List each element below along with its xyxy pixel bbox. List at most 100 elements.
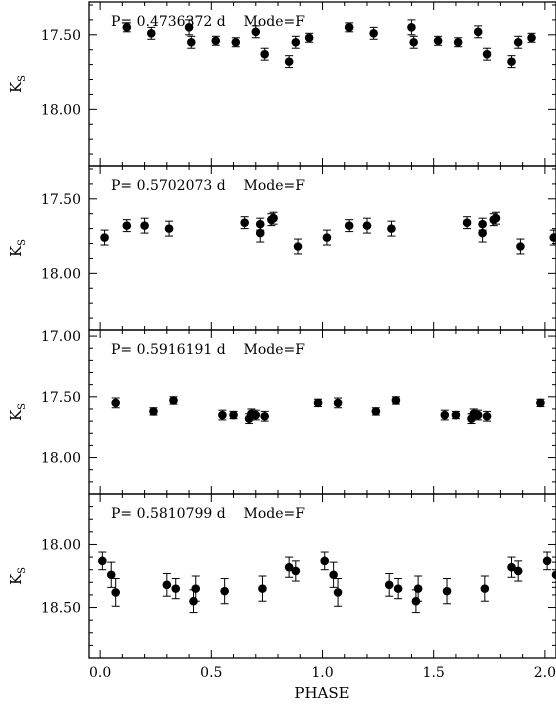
data-marker bbox=[169, 396, 178, 405]
data-marker bbox=[387, 224, 396, 233]
data-marker bbox=[507, 57, 516, 66]
data-marker bbox=[255, 219, 265, 229]
data-marker bbox=[260, 411, 269, 421]
data-marker bbox=[473, 410, 483, 420]
data-point bbox=[186, 35, 196, 49]
data-point bbox=[162, 572, 172, 597]
y-tick-label: 17.50 bbox=[41, 28, 81, 44]
data-marker bbox=[507, 562, 516, 572]
data-point bbox=[362, 217, 372, 234]
panel-2: 17.50 18.00 KS P= 0.5702073 d Mode=F bbox=[7, 165, 556, 331]
data-point bbox=[462, 216, 472, 230]
data-point bbox=[260, 47, 269, 61]
data-point bbox=[220, 578, 229, 605]
y-tick-label: 18.00 bbox=[41, 266, 81, 282]
data-marker bbox=[440, 410, 450, 420]
data-marker bbox=[322, 233, 332, 242]
data-point bbox=[191, 575, 201, 602]
data-marker bbox=[333, 398, 343, 408]
data-marker bbox=[371, 407, 381, 416]
data-marker bbox=[251, 410, 261, 420]
data-marker bbox=[171, 584, 181, 593]
data-point bbox=[473, 25, 483, 39]
data-marker bbox=[453, 37, 463, 47]
data-marker bbox=[527, 33, 536, 43]
data-point bbox=[551, 561, 556, 588]
data-point bbox=[122, 22, 132, 33]
data-marker bbox=[220, 586, 229, 596]
y-tick-label: 18.50 bbox=[41, 601, 81, 617]
data-marker bbox=[542, 556, 552, 566]
data-marker bbox=[229, 410, 238, 420]
data-point bbox=[169, 396, 178, 405]
data-marker bbox=[98, 556, 107, 566]
data-point bbox=[451, 410, 461, 420]
data-point bbox=[413, 575, 423, 602]
data-marker bbox=[344, 23, 354, 32]
data-marker bbox=[149, 407, 158, 416]
data-point bbox=[453, 37, 463, 48]
data-marker bbox=[407, 23, 416, 32]
data-marker bbox=[140, 221, 149, 230]
data-marker bbox=[258, 584, 267, 593]
data-point bbox=[344, 22, 354, 33]
data-point bbox=[291, 560, 301, 582]
data-marker bbox=[240, 218, 249, 227]
y-tick-label: 18.00 bbox=[41, 537, 81, 553]
y-axis-label: KS bbox=[7, 567, 28, 585]
data-marker bbox=[164, 224, 174, 233]
data-point bbox=[322, 229, 332, 246]
data-marker bbox=[369, 29, 378, 38]
data-marker bbox=[409, 37, 418, 47]
data-marker bbox=[184, 23, 194, 32]
data-marker bbox=[480, 584, 490, 593]
data-marker bbox=[284, 562, 294, 572]
y-tick-label: 17.50 bbox=[41, 192, 81, 208]
y-axis-label: KS bbox=[7, 239, 28, 257]
data-point bbox=[313, 398, 323, 408]
data-marker bbox=[478, 219, 487, 229]
data-point bbox=[149, 407, 158, 416]
data-marker bbox=[462, 218, 472, 227]
data-point bbox=[284, 55, 294, 69]
data-point bbox=[473, 409, 483, 421]
data-marker bbox=[291, 566, 301, 576]
data-marker bbox=[491, 213, 501, 223]
data-point bbox=[291, 35, 301, 49]
data-point bbox=[111, 578, 120, 607]
data-point bbox=[231, 37, 241, 48]
data-point bbox=[111, 397, 120, 409]
y-tick-label: 18.00 bbox=[41, 451, 81, 467]
data-point bbox=[98, 551, 107, 571]
data-marker bbox=[111, 588, 120, 597]
data-point bbox=[513, 560, 523, 582]
panel-3: 17.00 17.50 18.00 KS P= 0.5916191 d Mode=F bbox=[7, 329, 556, 495]
data-marker bbox=[106, 570, 116, 580]
data-point bbox=[164, 220, 174, 237]
data-point bbox=[304, 32, 314, 43]
data-marker bbox=[122, 23, 132, 32]
data-marker bbox=[413, 584, 423, 593]
data-point bbox=[218, 409, 227, 421]
x-tick-label: 0.5 bbox=[200, 665, 222, 681]
data-point bbox=[433, 35, 443, 46]
data-marker bbox=[384, 580, 394, 590]
data-point bbox=[122, 219, 132, 233]
data-marker bbox=[393, 584, 403, 593]
data-marker bbox=[391, 396, 401, 405]
data-point bbox=[507, 55, 516, 69]
data-marker bbox=[442, 586, 452, 596]
x-tick-label: 1.0 bbox=[311, 665, 333, 681]
panel-1: 17.50 18.00 KS P= 0.4736372 d Mode=F bbox=[7, 1, 556, 167]
data-marker bbox=[362, 221, 372, 230]
data-point bbox=[229, 410, 238, 420]
data-marker bbox=[186, 37, 196, 47]
data-point bbox=[516, 238, 525, 255]
data-marker bbox=[516, 242, 525, 251]
data-marker bbox=[111, 398, 120, 408]
data-point bbox=[513, 35, 523, 49]
data-point bbox=[333, 397, 343, 409]
data-marker bbox=[333, 588, 343, 597]
data-marker bbox=[329, 570, 338, 580]
data-point bbox=[146, 26, 156, 40]
